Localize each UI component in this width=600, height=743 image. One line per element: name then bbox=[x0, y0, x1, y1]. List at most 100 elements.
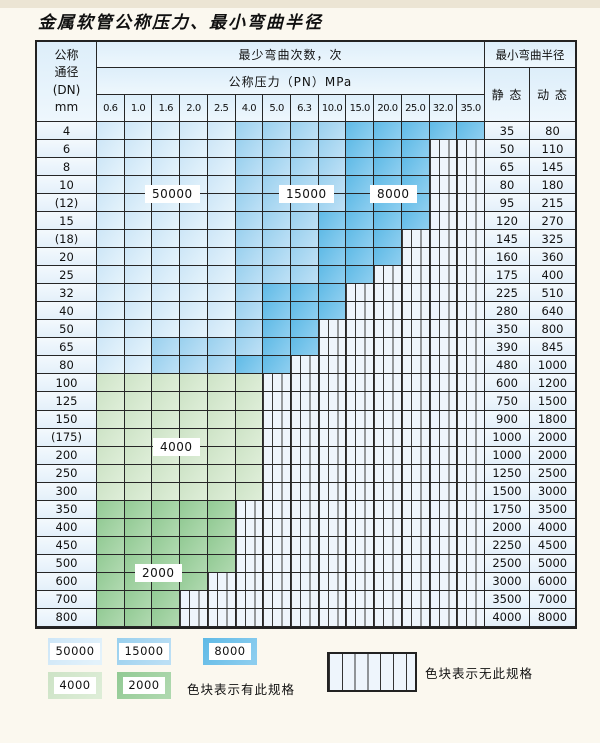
pn-cell-dn32-25.0 bbox=[401, 284, 430, 303]
dynamic-radius-cell-15: 270 bbox=[529, 212, 575, 231]
pn-cell-dn(175)-20.0 bbox=[374, 428, 402, 447]
dn-cell-(12): (12) bbox=[37, 194, 97, 213]
pn-cell-dn(12)-2.5 bbox=[207, 194, 236, 213]
pn-cell-dn20-10.0 bbox=[318, 248, 347, 267]
pn-cell-dn700-25.0 bbox=[401, 590, 430, 609]
pn-cell-dn500-2.0 bbox=[180, 554, 208, 573]
pn-cell-dn(175)-25.0 bbox=[401, 428, 430, 447]
dn-cell-80: 80 bbox=[37, 356, 97, 375]
pn-cell-dn150-15.0 bbox=[346, 410, 375, 429]
pn-cell-dn125-6.3 bbox=[290, 392, 319, 411]
pn-cell-dn(175)-10.0 bbox=[318, 428, 347, 447]
pn-cell-dn50-1.6 bbox=[152, 320, 181, 339]
pn-cell-dn350-1.6 bbox=[152, 500, 181, 519]
pn-cell-dn100-2.5 bbox=[207, 374, 236, 393]
pn-cell-dn150-1.0 bbox=[124, 410, 153, 429]
pn-cell-dn300-1.6 bbox=[152, 482, 181, 501]
static-radius-cell-6: 50 bbox=[484, 140, 530, 159]
pn-tick-25.0: 25.0 bbox=[401, 95, 430, 122]
static-radius-cell-40: 280 bbox=[484, 302, 530, 321]
region-label-2000: 2000 bbox=[135, 564, 182, 582]
pn-cell-dn20-1.0 bbox=[124, 248, 153, 267]
pn-cell-dn40-25.0 bbox=[401, 302, 430, 321]
pn-cell-dn10-0.6 bbox=[97, 176, 125, 195]
pn-cell-dn125-1.0 bbox=[124, 392, 153, 411]
pn-cell-dn600-10.0 bbox=[318, 572, 347, 591]
dn-cell-25: 25 bbox=[37, 266, 97, 285]
pn-cell-dn50-35.0 bbox=[457, 320, 485, 339]
pn-cell-dn32-10.0 bbox=[318, 284, 347, 303]
static-radius-cell-100: 600 bbox=[484, 374, 530, 393]
pn-cell-dn25-32.0 bbox=[429, 266, 458, 285]
static-radius-cell-(12): 95 bbox=[484, 194, 530, 213]
pn-cell-dn4-15.0 bbox=[346, 122, 375, 141]
pn-cell-dn25-1.0 bbox=[124, 266, 153, 285]
pn-cell-dn20-0.6 bbox=[97, 248, 125, 267]
pn-cell-dn350-2.5 bbox=[207, 500, 236, 519]
pn-cell-dn250-25.0 bbox=[401, 464, 430, 483]
pn-cell-dn600-2.5 bbox=[207, 572, 236, 591]
pn-cell-dn15-2.0 bbox=[180, 212, 208, 231]
dynamic-radius-cell-300: 3000 bbox=[529, 482, 575, 501]
dynamic-radius-cell-800: 8000 bbox=[529, 608, 575, 627]
pn-cell-dn20-2.5 bbox=[207, 248, 236, 267]
pn-cell-dn25-4.0 bbox=[235, 266, 264, 285]
dn-cell-500: 500 bbox=[37, 554, 97, 573]
pn-cell-dn250-32.0 bbox=[429, 464, 458, 483]
pn-cell-dn(18)-25.0 bbox=[401, 230, 430, 249]
dn-cell-100: 100 bbox=[37, 374, 97, 393]
dn-cell-400: 400 bbox=[37, 518, 97, 537]
pn-cell-dn350-1.0 bbox=[124, 500, 153, 519]
pn-cell-dn450-0.6 bbox=[97, 536, 125, 555]
pn-cell-dn8-2.0 bbox=[180, 158, 208, 177]
pn-cell-dn500-20.0 bbox=[374, 554, 402, 573]
region-label-15000: 15000 bbox=[279, 185, 334, 203]
pn-cell-dn700-2.0 bbox=[180, 590, 208, 609]
pn-cell-dn600-0.6 bbox=[97, 572, 125, 591]
pn-cell-dn250-6.3 bbox=[290, 464, 319, 483]
pn-cell-dn20-5.0 bbox=[263, 248, 291, 267]
pn-cell-dn700-2.5 bbox=[207, 590, 236, 609]
legend-swatch-label: 4000 bbox=[54, 677, 96, 694]
pn-cell-dn40-15.0 bbox=[346, 302, 375, 321]
pn-cell-dn200-6.3 bbox=[290, 446, 319, 465]
dynamic-radius-cell-100: 1200 bbox=[529, 374, 575, 393]
pn-cell-dn150-25.0 bbox=[401, 410, 430, 429]
pn-cell-dn8-0.6 bbox=[97, 158, 125, 177]
static-radius-cell-50: 350 bbox=[484, 320, 530, 339]
pn-cell-dn25-25.0 bbox=[401, 266, 430, 285]
pn-cell-dn800-1.0 bbox=[124, 608, 153, 627]
pn-cell-dn20-1.6 bbox=[152, 248, 181, 267]
static-radius-cell-80: 480 bbox=[484, 356, 530, 375]
pn-cell-dn200-20.0 bbox=[374, 446, 402, 465]
pn-cell-dn40-1.0 bbox=[124, 302, 153, 321]
pn-cell-dn700-5.0 bbox=[263, 590, 291, 609]
pn-cell-dn450-6.3 bbox=[290, 536, 319, 555]
pn-cell-dn32-1.0 bbox=[124, 284, 153, 303]
pn-tick-2.5: 2.5 bbox=[207, 95, 236, 122]
pn-cell-dn125-0.6 bbox=[97, 392, 125, 411]
pn-cell-dn150-35.0 bbox=[457, 410, 485, 429]
pn-cell-dn100-15.0 bbox=[346, 374, 375, 393]
pn-cell-dn600-32.0 bbox=[429, 572, 458, 591]
pn-cell-dn6-10.0 bbox=[318, 140, 347, 159]
pn-cell-dn125-10.0 bbox=[318, 392, 347, 411]
pn-cell-dn100-1.6 bbox=[152, 374, 181, 393]
dynamic-radius-cell-250: 2500 bbox=[529, 464, 575, 483]
pn-cell-dn(175)-35.0 bbox=[457, 428, 485, 447]
pn-cell-dn500-5.0 bbox=[263, 554, 291, 573]
region-label-8000: 8000 bbox=[370, 185, 417, 203]
pn-cell-dn800-10.0 bbox=[318, 608, 347, 627]
pn-cell-dn100-4.0 bbox=[235, 374, 264, 393]
pn-cell-dn400-4.0 bbox=[235, 518, 264, 537]
static-radius-cell-150: 900 bbox=[484, 410, 530, 429]
dynamic-radius-cell-350: 3500 bbox=[529, 500, 575, 519]
pn-cell-dn80-6.3 bbox=[290, 356, 319, 375]
pn-cell-dn200-25.0 bbox=[401, 446, 430, 465]
pn-cell-dn250-35.0 bbox=[457, 464, 485, 483]
pn-cell-dn(175)-32.0 bbox=[429, 428, 458, 447]
pn-cell-dn500-32.0 bbox=[429, 554, 458, 573]
pn-cell-dn80-25.0 bbox=[401, 356, 430, 375]
min-bend-radius-header: 最小弯曲半径 bbox=[484, 42, 575, 68]
